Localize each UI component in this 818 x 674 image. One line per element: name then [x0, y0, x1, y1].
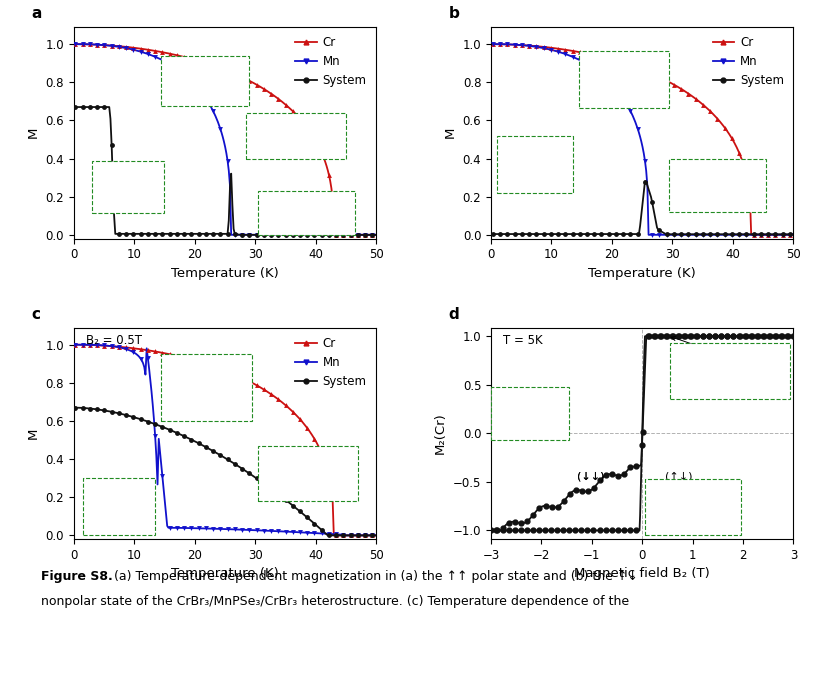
FancyBboxPatch shape [645, 479, 740, 535]
X-axis label: Temperature (K): Temperature (K) [588, 267, 696, 280]
Text: d: d [448, 307, 460, 322]
Y-axis label: M: M [27, 127, 40, 138]
X-axis label: Temperature (K): Temperature (K) [171, 267, 279, 280]
FancyBboxPatch shape [258, 446, 358, 501]
Y-axis label: M: M [27, 428, 40, 439]
Text: Figure S8.: Figure S8. [41, 570, 113, 582]
FancyBboxPatch shape [669, 158, 766, 212]
Text: b: b [448, 7, 460, 22]
FancyBboxPatch shape [92, 161, 164, 213]
FancyBboxPatch shape [497, 135, 573, 193]
Y-axis label: M: M [444, 127, 457, 138]
Legend: Cr, Mn, System: Cr, Mn, System [292, 33, 371, 91]
Text: B₂ = 0.5T: B₂ = 0.5T [86, 334, 142, 347]
FancyBboxPatch shape [491, 387, 569, 440]
Legend: Cr, Mn, System: Cr, Mn, System [292, 334, 371, 392]
FancyBboxPatch shape [246, 113, 346, 158]
FancyBboxPatch shape [161, 355, 252, 421]
FancyBboxPatch shape [578, 51, 669, 108]
FancyBboxPatch shape [83, 478, 155, 535]
Legend: Cr, Mn, System: Cr, Mn, System [709, 33, 788, 91]
Text: (↑↑): (↑↑) [672, 336, 753, 375]
Text: nonpolar state of the CrBr₃/MnPSe₃/CrBr₃ heterostructure. (c) Temperature depend: nonpolar state of the CrBr₃/MnPSe₃/CrBr₃… [41, 595, 629, 608]
X-axis label: Temperature (K): Temperature (K) [171, 568, 279, 580]
Text: c: c [31, 307, 40, 322]
Text: (↓↓): (↓↓) [577, 471, 605, 481]
FancyBboxPatch shape [161, 55, 249, 106]
FancyBboxPatch shape [258, 191, 355, 235]
Text: (↓↓): (↓↓) [577, 471, 605, 481]
Text: a: a [31, 7, 42, 22]
Text: (↑↓): (↑↓) [665, 471, 692, 481]
X-axis label: Magnetic field B₂ (T): Magnetic field B₂ (T) [574, 568, 710, 580]
Y-axis label: M₂(Cr): M₂(Cr) [434, 412, 447, 454]
Text: T = 5K: T = 5K [503, 334, 542, 347]
Text: (a) Temperature-dependent magnetization in (a) the ↑↑ polar state and (b) the ↑↓: (a) Temperature-dependent magnetization … [110, 570, 638, 582]
FancyBboxPatch shape [670, 343, 790, 400]
